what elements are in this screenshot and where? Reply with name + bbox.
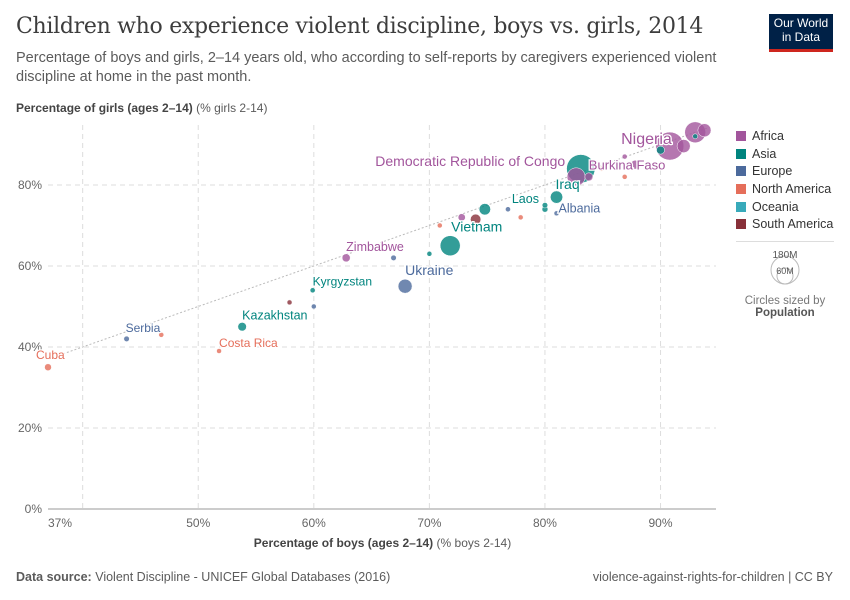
legend-label: Asia [752,146,777,161]
data-point[interactable] [676,139,691,153]
data-point[interactable] [437,222,443,229]
size-circle-small [776,267,794,285]
data-point[interactable] [341,253,351,263]
legend-swatch [736,219,746,230]
legend-label: Africa [752,128,784,143]
y-tick-label: 40% [18,340,42,354]
owid-logo[interactable]: Our World in Data [769,14,833,52]
data-point[interactable] [390,254,397,261]
x-tick-label: 90% [649,516,673,530]
x-tick-label: 80% [533,516,557,530]
legend-label: North America [752,181,832,196]
data-point[interactable] [216,348,222,354]
y-tick-label: 20% [18,421,42,435]
data-point[interactable] [697,123,712,138]
data-point[interactable] [553,210,560,217]
y-axis-label-main: Percentage of girls (ages 2–14) [16,101,193,115]
chart-subtitle: Percentage of boys and girls, 2–14 years… [16,50,717,85]
legend-swatch [736,130,746,141]
data-point[interactable] [457,213,466,222]
y-tick-label: 60% [18,259,42,273]
legend-item-south-america[interactable]: South America [736,215,833,233]
legend-item-europe[interactable]: Europe [736,162,833,180]
data-point[interactable] [439,235,461,256]
size-legend: 180M 60M Circles sized by Population [736,241,834,319]
data-source: Data source: Violent Discipline - UNICEF… [16,570,390,584]
data-point[interactable] [470,213,482,225]
point-label: Burkina Faso [589,158,666,173]
legend-swatch [736,166,746,177]
data-point[interactable] [309,287,316,294]
data-point[interactable] [237,322,247,332]
source-text[interactable]: Violent Discipline - UNICEF Global Datab… [95,570,391,584]
legend-swatch [736,201,746,212]
legend-label: South America [752,217,834,232]
legend-swatch [736,148,746,159]
point-label: Laos [512,192,539,206]
data-point[interactable] [158,332,165,338]
point-label: Zimbabwe [346,240,404,254]
source-label: Data source: [16,570,92,584]
point-label: Nigeria [621,131,672,148]
region-legend: Africa Asia Europe North America Oceania… [736,127,833,233]
point-label: Kyrgyzstan [313,274,372,288]
size-legend-circles: 180M 60M [770,250,800,285]
x-tick-label: 60% [302,516,326,530]
legend-item-africa[interactable]: Africa [736,127,833,145]
x-axis-label: Percentage of boys (ages 2–14) (% boys 2… [0,536,765,550]
point-label: Cuba [36,348,65,362]
y-tick-label: 80% [18,178,42,192]
legend-label: Europe [752,164,793,179]
x-tick-label: 70% [417,516,441,530]
data-point[interactable] [584,172,594,182]
point-label: Kazakhstan [242,309,307,323]
size-label-large: 180M [772,250,797,261]
legend-item-oceania[interactable]: Oceania [736,198,833,216]
data-point[interactable] [123,335,130,342]
point-label: Serbia [126,321,161,335]
x-axis-label-unit: (% boys 2-14) [436,536,512,550]
y-axis-label: Percentage of girls (ages 2–14) (% girls… [16,101,267,115]
point-label: Iraq [556,176,580,192]
x-axis-label-main: Percentage of boys (ages 2–14) [253,536,434,550]
y-tick-label: 0% [25,502,43,516]
data-point[interactable] [692,133,698,140]
data-point[interactable] [426,251,433,257]
data-point[interactable] [598,165,605,172]
size-label-small: 60M [776,266,794,276]
data-point[interactable] [505,206,511,213]
legend-label: Oceania [752,199,799,214]
data-point[interactable] [397,278,413,294]
data-point[interactable] [44,363,52,371]
point-label: Vietnam [451,219,502,235]
equality-line [47,127,707,360]
data-point[interactable] [621,153,628,160]
data-point[interactable] [311,303,317,310]
legend-item-north-america[interactable]: North America [736,180,833,198]
data-point[interactable] [478,203,491,216]
chart-title: Children who experience violent discipli… [16,14,704,39]
data-point[interactable] [550,190,563,204]
point-label: Ukraine [405,262,453,278]
data-point[interactable] [621,174,628,180]
legend-item-asia[interactable]: Asia [736,145,833,163]
logo-text-2: in Data [781,30,821,44]
data-point[interactable] [286,299,293,306]
chart-slug-license[interactable]: violence-against-rights-for-children | C… [592,570,833,584]
legend-swatch [736,183,746,194]
logo-text-1: Our World [773,16,829,30]
x-tick-label: 37% [48,516,72,530]
size-caption: Circles sized by [744,295,826,307]
data-point[interactable] [656,145,665,155]
point-label: Democratic Republic of Congo [375,153,565,169]
y-axis-label-unit: (% girls 2-14) [196,101,268,115]
size-variable: Population [755,307,815,319]
data-point[interactable] [541,202,548,209]
data-point[interactable] [630,160,640,170]
point-label: Albania [559,201,601,215]
point-label: Costa Rica [219,336,278,350]
x-tick-label: 50% [186,516,210,530]
data-point[interactable] [517,214,524,221]
